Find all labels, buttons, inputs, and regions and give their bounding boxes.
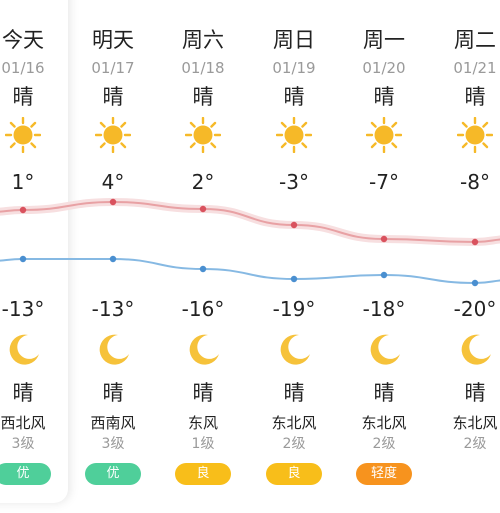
low-temp-point-3 <box>290 275 298 283</box>
forecast-day-1[interactable]: 明天 01/17 晴 4° -13° 晴西南风 3级优 <box>68 0 158 513</box>
low-temp-label: -13° <box>1 297 45 321</box>
low-temp-point-0 <box>19 255 27 263</box>
wind-level: 2级 <box>463 436 487 452</box>
day-weather-label: 晴 <box>283 85 305 109</box>
high-temp-point-0 <box>19 206 27 214</box>
high-temp-label: 1° <box>11 170 35 194</box>
wind-direction: 西北风 <box>0 414 46 432</box>
high-temp-label: 4° <box>101 170 125 194</box>
date-label: 01/21 <box>453 59 497 77</box>
sun-icon <box>456 116 494 154</box>
date-label: 01/18 <box>181 59 225 77</box>
high-temp-label: -3° <box>279 170 309 194</box>
high-temp-label: -8° <box>460 170 490 194</box>
wind-direction: 东北风 <box>271 414 317 432</box>
night-weather-label: 晴 <box>283 381 305 405</box>
sun-icon <box>4 116 42 154</box>
low-temp-point-2 <box>199 265 207 273</box>
air-quality-badge: 轻度 <box>356 463 412 485</box>
moon-icon <box>8 332 42 366</box>
low-temp-label: -13° <box>91 297 135 321</box>
date-label: 01/19 <box>272 59 316 77</box>
low-temp-label: -20° <box>453 297 497 321</box>
high-temp-line <box>0 200 500 244</box>
date-label: 01/17 <box>91 59 135 77</box>
forecast-day-5[interactable]: 周二 01/21 晴 -8° -20° 晴东北风 2级 <box>430 0 500 513</box>
date-label: 01/16 <box>1 59 45 77</box>
night-weather-label: 晴 <box>373 381 395 405</box>
wind-direction: 西南风 <box>90 414 136 432</box>
forecast-day-4[interactable]: 周一 01/20 晴 -7° -18° 晴东北风 2级轻度 <box>339 0 429 513</box>
day-weather-label: 晴 <box>12 85 34 109</box>
air-quality-badge: 优 <box>85 463 141 485</box>
high-temp-point-5 <box>471 238 479 246</box>
day-of-week: 明天 <box>92 28 134 52</box>
forecast-day-0[interactable]: 今天 01/16 晴 1° -13° 晴西北风 3级优 <box>0 0 68 513</box>
high-temp-point-3 <box>290 221 298 229</box>
high-temp-point-2 <box>199 205 207 213</box>
night-weather-label: 晴 <box>464 381 486 405</box>
night-weather-label: 晴 <box>102 381 124 405</box>
wind-level: 2级 <box>372 436 396 452</box>
wind-level: 3级 <box>11 436 35 452</box>
high-temp-label: -7° <box>369 170 399 194</box>
night-weather-label: 晴 <box>192 381 214 405</box>
high-temp-point-1 <box>109 198 117 206</box>
day-weather-label: 晴 <box>102 85 124 109</box>
day-weather-label: 晴 <box>373 85 395 109</box>
high-temp-point-4 <box>380 235 388 243</box>
wind-direction: 东北风 <box>361 414 407 432</box>
wind-direction: 东北风 <box>452 414 498 432</box>
air-quality-badge: 良 <box>266 463 322 485</box>
moon-icon <box>188 332 222 366</box>
forecast-day-3[interactable]: 周日 01/19 晴 -3° -19° 晴东北风 2级良 <box>249 0 339 513</box>
moon-icon <box>98 332 132 366</box>
low-temp-label: -19° <box>272 297 316 321</box>
wind-direction: 东风 <box>187 414 218 432</box>
low-temp-line <box>0 257 500 285</box>
low-temp-point-5 <box>471 279 479 287</box>
low-temp-label: -16° <box>181 297 225 321</box>
low-temp-label: -18° <box>362 297 406 321</box>
low-temp-point-1 <box>109 255 117 263</box>
wind-level: 2级 <box>282 436 306 452</box>
forecast-day-2[interactable]: 周六 01/18 晴 2° -16° 晴东风 1级良 <box>158 0 248 513</box>
day-of-week: 周一 <box>363 28 405 52</box>
day-of-week: 周日 <box>273 28 315 52</box>
sun-icon <box>365 116 403 154</box>
sun-icon <box>94 116 132 154</box>
moon-icon <box>460 332 494 366</box>
day-of-week: 周六 <box>182 28 224 52</box>
day-of-week: 今天 <box>2 28 44 52</box>
day-of-week: 周二 <box>454 28 496 52</box>
wind-level: 3级 <box>101 436 125 452</box>
wind-level: 1级 <box>191 436 215 452</box>
air-quality-badge: 良 <box>175 463 231 485</box>
sun-icon <box>184 116 222 154</box>
date-label: 01/20 <box>362 59 406 77</box>
night-weather-label: 晴 <box>12 381 34 405</box>
sun-icon <box>275 116 313 154</box>
day-weather-label: 晴 <box>192 85 214 109</box>
today-card-highlight <box>0 0 68 503</box>
moon-icon <box>369 332 403 366</box>
high-temp-label: 2° <box>191 170 215 194</box>
day-weather-label: 晴 <box>464 85 486 109</box>
air-quality-badge: 优 <box>0 463 51 485</box>
low-temp-point-4 <box>380 271 388 279</box>
moon-icon <box>279 332 313 366</box>
